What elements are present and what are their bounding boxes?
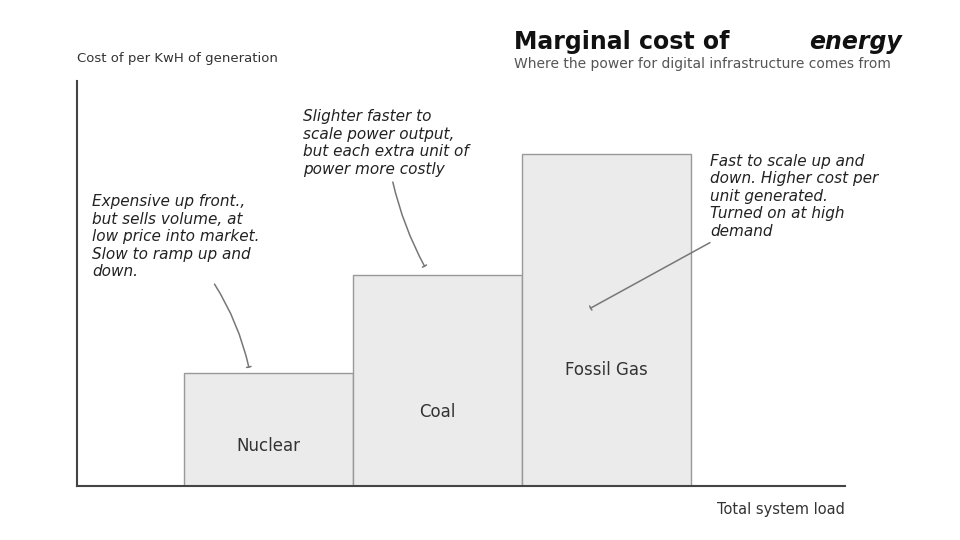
Text: Cost of per KwH of generation: Cost of per KwH of generation — [77, 52, 277, 65]
Bar — [353, 275, 522, 486]
Text: Slighter faster to
scale power output,
but each extra unit of
power more costly: Slighter faster to scale power output, b… — [303, 109, 469, 267]
Text: Where the power for digital infrastructure comes from: Where the power for digital infrastructu… — [514, 57, 891, 71]
Text: Fossil Gas: Fossil Gas — [565, 361, 648, 379]
Text: energy: energy — [809, 30, 902, 53]
Text: Marginal cost of: Marginal cost of — [514, 30, 737, 53]
Text: Expensive up front.,
but sells volume, at
low price into market.
Slow to ramp up: Expensive up front., but sells volume, a… — [92, 194, 259, 367]
Text: Fast to scale up and
down. Higher cost per
unit generated.
Turned on at high
dem: Fast to scale up and down. Higher cost p… — [589, 154, 878, 310]
Text: Nuclear: Nuclear — [237, 437, 300, 455]
Bar — [522, 154, 691, 486]
Bar — [184, 373, 353, 486]
Text: Total system load: Total system load — [717, 502, 845, 517]
Text: Coal: Coal — [420, 403, 456, 421]
